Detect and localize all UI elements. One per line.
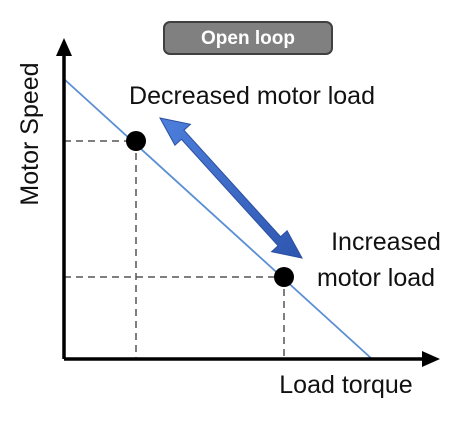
badge-label: Open loop (201, 28, 295, 49)
x-axis-arrowhead (422, 351, 440, 367)
x-axis-label: Load torque (279, 371, 412, 399)
y-axis-label: Motor Speed (16, 62, 44, 205)
badge-box (163, 21, 333, 55)
decreased-load-label: Decreased motor load (129, 82, 375, 110)
point-decreased-load (126, 131, 146, 151)
speed-torque-line (63, 78, 373, 360)
y-axis-arrowhead (56, 38, 72, 56)
guide-lines (64, 140, 285, 359)
double-headed-arrow (159, 117, 303, 259)
increased-load-label-line2: motor load (317, 264, 435, 292)
axes (56, 38, 440, 367)
point-increased-load (274, 267, 294, 287)
open-loop-badge: Open loop (163, 21, 333, 55)
increased-load-label-line1: Increased (331, 228, 441, 256)
